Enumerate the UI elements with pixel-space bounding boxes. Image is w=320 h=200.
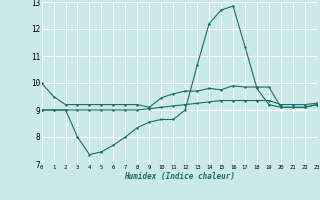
X-axis label: Humidex (Indice chaleur): Humidex (Indice chaleur) <box>124 172 235 181</box>
